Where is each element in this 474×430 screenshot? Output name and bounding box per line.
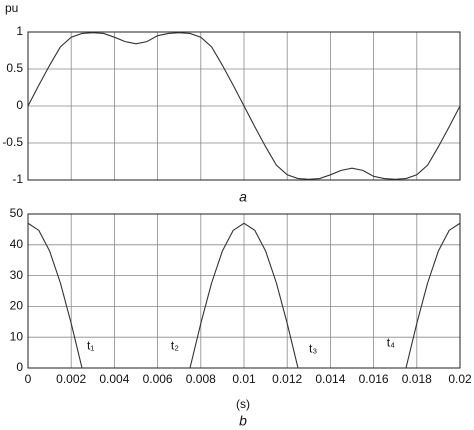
curve bbox=[27, 222, 461, 369]
x-tick-label: 0.014 bbox=[315, 372, 345, 386]
caption: b bbox=[239, 413, 247, 429]
caption: a bbox=[239, 189, 247, 205]
x-axis-label: (s) bbox=[236, 397, 250, 411]
x-tick-label: 0.02 bbox=[448, 372, 472, 386]
annotation: t₂ bbox=[171, 339, 179, 353]
x-tick-label: 0.012 bbox=[272, 372, 302, 386]
y-tick-label: 30 bbox=[10, 268, 24, 282]
curve bbox=[27, 32, 461, 180]
y-tick-label: 0 bbox=[16, 98, 23, 112]
y-tick-label: 40 bbox=[10, 237, 24, 251]
y-tick-label: 0.5 bbox=[6, 61, 23, 75]
y-axis-label: pu bbox=[5, 1, 18, 15]
x-tick-label: 0 bbox=[25, 372, 32, 386]
x-tick-label: 0.008 bbox=[186, 372, 216, 386]
y-tick-label: 10 bbox=[10, 329, 24, 343]
annotation: t₃ bbox=[309, 342, 317, 356]
x-tick-label: 0.006 bbox=[143, 372, 173, 386]
y-tick-label: 50 bbox=[10, 206, 24, 220]
plot-frame bbox=[27, 213, 461, 369]
x-tick-label: 0.016 bbox=[359, 372, 389, 386]
x-tick-label: 0.01 bbox=[232, 372, 256, 386]
x-tick-label: 0.018 bbox=[402, 372, 432, 386]
y-tick-label: 20 bbox=[10, 299, 24, 313]
x-tick-label: 0.004 bbox=[99, 372, 129, 386]
y-tick-label: -1 bbox=[12, 172, 23, 186]
y-tick-label: 1 bbox=[16, 24, 23, 38]
y-tick-label: 0 bbox=[16, 360, 23, 374]
y-tick-label: -0.5 bbox=[2, 135, 23, 149]
annotation: t₄ bbox=[387, 336, 395, 350]
annotation: t₁ bbox=[87, 339, 94, 353]
x-tick-label: 0.002 bbox=[56, 372, 86, 386]
